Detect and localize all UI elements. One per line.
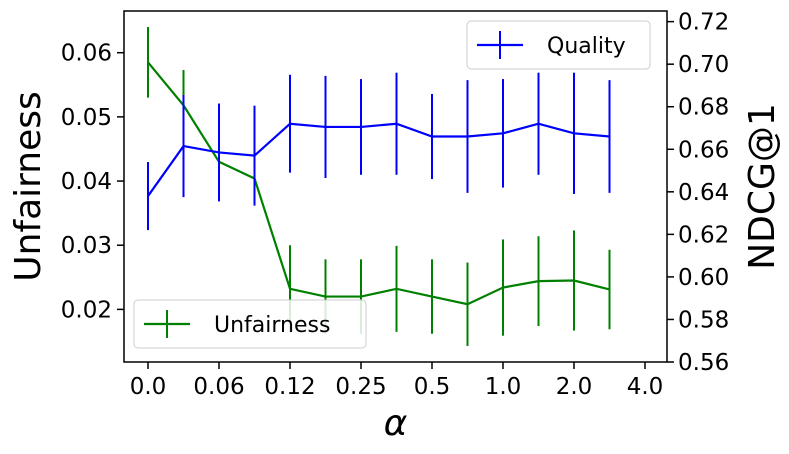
legend-layer: Quality Unfairness xyxy=(133,20,651,349)
plot-frame xyxy=(123,10,668,363)
right-tick-label: 0.58 xyxy=(678,307,729,333)
x-tick-label: 0.5 xyxy=(414,374,451,400)
x-axis-label: α xyxy=(384,403,408,444)
series-unfairness xyxy=(147,27,611,346)
right-tick-label: 0.60 xyxy=(678,265,729,291)
x-tick-label: 1.0 xyxy=(485,374,522,400)
left-tick-label: 0.05 xyxy=(61,105,112,131)
x-tick-label: 2.0 xyxy=(556,374,593,400)
legend-label: Quality xyxy=(547,34,626,59)
legend-unfairness: Unfairness xyxy=(133,299,367,349)
right-tick-label: 0.56 xyxy=(678,350,729,376)
x-tick-label: 0.06 xyxy=(193,374,244,400)
left-axis-label: Unfairness xyxy=(8,91,49,282)
series-line-unfairness xyxy=(147,61,610,306)
series-line-quality xyxy=(147,122,610,197)
left-axis-ticks: 0.02 0.03 0.04 0.05 0.06 xyxy=(61,41,124,323)
right-tick-label: 0.66 xyxy=(678,137,729,163)
right-axis-label: NDCG@1 xyxy=(742,103,783,270)
right-tick-label: 0.68 xyxy=(678,95,729,121)
x-axis-ticks: 0.0 0.06 0.12 0.25 0.5 1.0 2.0 4.0 xyxy=(130,362,664,400)
right-tick-label: 0.62 xyxy=(678,222,729,248)
right-tick-label: 0.70 xyxy=(678,52,729,78)
x-tick-label: 0.0 xyxy=(130,374,167,400)
right-tick-label: 0.64 xyxy=(678,180,729,206)
left-tick-label: 0.04 xyxy=(61,169,112,195)
right-tick-label: 0.72 xyxy=(678,10,729,36)
x-tick-label: 0.25 xyxy=(335,374,386,400)
legend-box xyxy=(133,299,367,349)
series-quality xyxy=(147,72,611,231)
left-tick-label: 0.02 xyxy=(61,297,112,323)
series-layer xyxy=(147,27,611,346)
legend-box xyxy=(466,20,651,70)
x-tick-label: 4.0 xyxy=(627,374,664,400)
left-tick-label: 0.06 xyxy=(61,41,112,67)
legend-label: Unfairness xyxy=(214,313,330,338)
legend-quality: Quality xyxy=(466,20,651,70)
left-tick-label: 0.03 xyxy=(61,233,112,259)
x-tick-label: 0.12 xyxy=(264,374,315,400)
right-axis-ticks: 0.56 0.58 0.60 0.62 0.64 0.66 0.68 0.70 0.72 xyxy=(667,10,729,376)
